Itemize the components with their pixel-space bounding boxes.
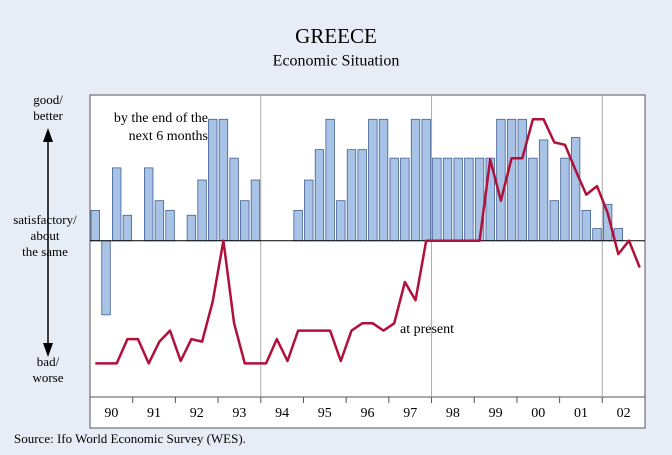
bar [442, 157, 453, 242]
line [95, 118, 641, 365]
x-tick-label: 93 [232, 406, 246, 421]
x-tick-label: 90 [104, 406, 118, 421]
bar [400, 157, 410, 242]
bar [517, 118, 527, 242]
bar [453, 157, 463, 242]
bar [122, 214, 133, 242]
bar [357, 149, 367, 242]
x-tick-label: 97 [403, 406, 417, 421]
line-annotation: at present [400, 322, 455, 337]
bar [389, 157, 399, 242]
bar [506, 118, 517, 242]
source: Source: Ifo World Economic Survey (WES). [14, 431, 246, 446]
x-tick-label: 00 [531, 406, 545, 421]
bar [410, 118, 421, 242]
plot-frame [89, 94, 646, 429]
bar [432, 157, 442, 242]
bar [101, 240, 111, 316]
bar [560, 157, 570, 242]
bar [325, 118, 335, 242]
bar [474, 157, 485, 242]
bar [154, 200, 165, 242]
x-tick-label: 92 [190, 406, 204, 421]
bar [549, 200, 559, 242]
x-tick-label: 94 [275, 406, 289, 421]
bar [197, 179, 207, 242]
bar [581, 209, 591, 242]
bar [538, 139, 549, 242]
bar [346, 149, 357, 242]
x-tick-label: 95 [318, 406, 332, 421]
bar [293, 209, 303, 242]
bar [112, 167, 122, 242]
axis-label-top: good/ better [33, 92, 63, 123]
axis-label-bottom: bad/ worse [32, 354, 64, 385]
bar [378, 118, 389, 242]
bar [186, 214, 197, 242]
bar [208, 118, 218, 242]
bar [421, 118, 431, 242]
axis-label-middle: satisfactory/ about the same [13, 212, 77, 259]
x-tick-label: 99 [489, 406, 503, 421]
bar [229, 157, 239, 242]
chart-title: GREECE [295, 24, 377, 48]
bar [570, 137, 581, 242]
bar [90, 209, 101, 242]
x-tick-label: 02 [617, 406, 631, 421]
bar [304, 179, 314, 242]
chart-subtitle: Economic Situation [273, 53, 400, 70]
x-tick-label: 98 [446, 406, 460, 421]
bar [464, 157, 474, 242]
bar-annotation: by the end of the next 6 months [113, 111, 208, 144]
x-tick-label: 01 [574, 406, 588, 421]
bar [240, 200, 250, 242]
bar [165, 209, 175, 242]
bar [250, 179, 261, 242]
bar [144, 167, 154, 242]
bar [592, 228, 602, 242]
bar [314, 149, 325, 242]
bar [496, 118, 506, 242]
bar [368, 118, 378, 242]
bar [528, 157, 538, 242]
x-tick-label: 96 [361, 406, 375, 421]
x-tick-label: 91 [147, 406, 161, 421]
bar [218, 118, 229, 242]
bar [336, 200, 346, 242]
